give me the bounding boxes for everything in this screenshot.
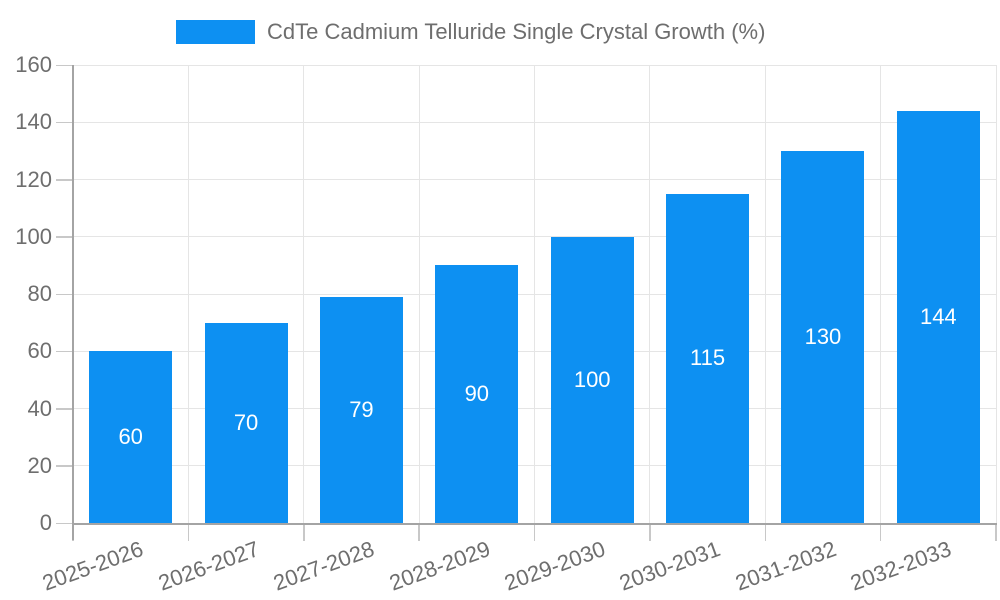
- x-tick: [533, 525, 536, 541]
- y-tick-label: 120: [15, 166, 52, 192]
- x-tick: [879, 525, 882, 541]
- v-gridline: [187, 65, 189, 523]
- bar-value-label: 90: [464, 381, 490, 407]
- v-gridline: [880, 65, 882, 523]
- y-tick: [56, 522, 73, 524]
- x-tick: [764, 525, 766, 541]
- x-tick-label: 2032-2033: [847, 536, 955, 596]
- bar[interactable]: [204, 322, 288, 523]
- x-tick-label: 2026-2027: [154, 536, 263, 596]
- y-tick: [56, 236, 73, 238]
- y-tick-label: 140: [15, 109, 52, 135]
- y-tick-label: 60: [27, 338, 52, 364]
- v-gridline: [418, 65, 420, 523]
- y-tick-label: 100: [15, 223, 52, 249]
- bar-value-label: 60: [118, 424, 143, 450]
- bar[interactable]: [319, 296, 403, 523]
- bar[interactable]: [435, 265, 519, 523]
- bar-value-label: 115: [690, 345, 726, 371]
- x-tick-label: 2028-2029: [385, 536, 494, 596]
- x-tick: [649, 525, 651, 541]
- bar-value-label: 70: [233, 409, 259, 435]
- bar-value-label: 144: [919, 303, 957, 329]
- legend-label: CdTe Cadmium Telluride Single Crystal Gr…: [267, 19, 766, 44]
- bar[interactable]: [666, 193, 750, 523]
- y-tick: [56, 293, 73, 295]
- x-tick-label: 2031-2032: [731, 536, 840, 596]
- y-tick: [56, 465, 73, 467]
- bar[interactable]: [896, 110, 980, 523]
- bar[interactable]: [550, 236, 634, 523]
- y-tick: [56, 179, 73, 181]
- v-gridline: [649, 65, 651, 523]
- legend-swatch: [176, 20, 255, 44]
- bar-value-label: 100: [573, 366, 611, 392]
- bar[interactable]: [89, 351, 173, 523]
- v-gridline: [303, 65, 305, 523]
- v-gridline: [534, 65, 535, 523]
- y-tick: [56, 121, 73, 124]
- bar-value-label: 130: [804, 323, 842, 349]
- y-tick-label: 160: [15, 52, 52, 77]
- x-tick: [303, 525, 305, 541]
- bar-value-label: 79: [349, 396, 374, 422]
- y-tick-label: 20: [27, 452, 52, 478]
- y-tick: [56, 408, 73, 410]
- v-gridline: [995, 65, 997, 523]
- y-tick-label: 80: [27, 281, 52, 306]
- v-gridline: [764, 65, 766, 523]
- bar[interactable]: [781, 150, 865, 523]
- y-tick: [56, 350, 73, 353]
- x-tick-label: 2025-2026: [39, 536, 147, 596]
- x-tick-label: 2030-2031: [616, 536, 724, 596]
- y-tick-label: 40: [27, 395, 52, 421]
- x-axis-line: [72, 523, 997, 525]
- x-tick-label: 2027-2028: [270, 536, 378, 596]
- x-tick: [995, 525, 997, 541]
- x-tick: [187, 525, 190, 541]
- x-tick: [418, 525, 420, 541]
- y-tick: [56, 64, 73, 66]
- y-axis-line: [72, 65, 74, 540]
- x-tick-label: 2029-2030: [500, 536, 609, 596]
- chart-legend[interactable]: CdTe Cadmium Telluride Single Crystal Gr…: [176, 20, 765, 44]
- y-tick-label: 0: [39, 510, 52, 535]
